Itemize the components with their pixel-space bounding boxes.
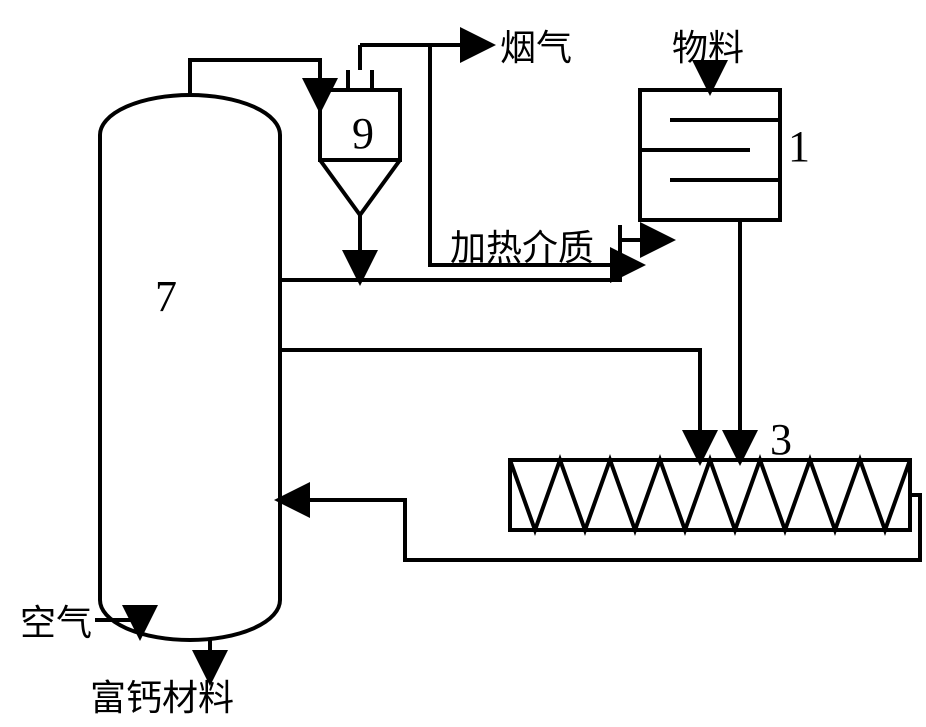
diagram-canvas: [0, 0, 926, 727]
num-cyclone-9: 9: [352, 112, 374, 156]
num-vessel-7: 7: [155, 275, 177, 319]
label-calcium-out: 富钙材料: [90, 680, 234, 716]
num-mixer-3: 3: [770, 418, 792, 462]
label-air: 空气: [20, 605, 92, 641]
line-vessel-to-cyclone: [190, 60, 320, 108]
label-heating-medium: 加热介质: [450, 230, 594, 266]
num-dryer-1: 1: [788, 125, 810, 169]
line-vessel-to-mixer: [280, 350, 700, 460]
label-flue-gas: 烟气: [500, 30, 572, 66]
dryer-1: [640, 90, 780, 220]
vessel-7: [100, 95, 280, 640]
mixer-3: [510, 460, 910, 530]
label-material-in: 物料: [672, 30, 744, 66]
